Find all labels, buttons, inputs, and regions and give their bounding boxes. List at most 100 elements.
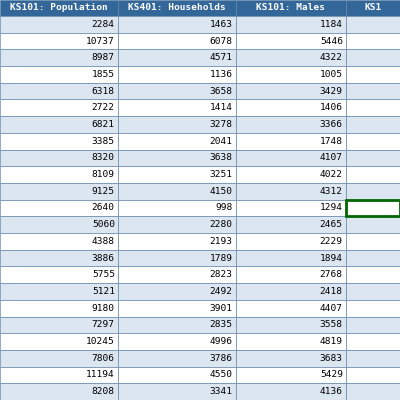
Bar xyxy=(0,367,118,383)
Bar xyxy=(346,233,400,250)
Bar xyxy=(236,66,346,83)
Bar xyxy=(118,316,236,333)
Text: 3558: 3558 xyxy=(320,320,343,329)
Text: KS401: Households: KS401: Households xyxy=(128,4,226,12)
Bar xyxy=(236,183,346,200)
Text: 10245: 10245 xyxy=(86,337,115,346)
Text: 3278: 3278 xyxy=(210,120,233,129)
Text: 2284: 2284 xyxy=(92,20,115,29)
Bar xyxy=(118,233,236,250)
Bar xyxy=(118,383,236,400)
Bar xyxy=(118,166,236,183)
Text: 1855: 1855 xyxy=(92,70,115,79)
Text: KS101: Males: KS101: Males xyxy=(256,4,326,12)
Bar xyxy=(236,150,346,166)
Bar xyxy=(0,66,118,83)
Bar xyxy=(346,66,400,83)
Bar xyxy=(0,383,118,400)
Bar xyxy=(0,49,118,66)
Bar xyxy=(118,300,236,316)
Text: 2492: 2492 xyxy=(210,287,233,296)
Bar xyxy=(0,200,118,216)
Bar xyxy=(236,233,346,250)
Text: 8987: 8987 xyxy=(92,53,115,62)
Text: KS101: Population: KS101: Population xyxy=(10,4,108,12)
Bar xyxy=(118,367,236,383)
Bar xyxy=(236,100,346,116)
Bar xyxy=(236,383,346,400)
Text: 1748: 1748 xyxy=(320,137,343,146)
Text: 4322: 4322 xyxy=(320,53,343,62)
Bar xyxy=(118,250,236,266)
Bar xyxy=(118,350,236,367)
Text: 998: 998 xyxy=(216,204,233,212)
Bar xyxy=(0,216,118,233)
Bar xyxy=(346,133,400,150)
Bar xyxy=(0,233,118,250)
Text: 11194: 11194 xyxy=(86,370,115,380)
Text: 2041: 2041 xyxy=(210,137,233,146)
Text: 2835: 2835 xyxy=(210,320,233,329)
Bar xyxy=(236,83,346,100)
Bar xyxy=(0,0,118,16)
Bar xyxy=(0,33,118,49)
Text: 1414: 1414 xyxy=(210,103,233,112)
Bar xyxy=(346,200,400,216)
Bar xyxy=(0,283,118,300)
Bar xyxy=(346,383,400,400)
Bar xyxy=(346,200,400,216)
Text: 4107: 4107 xyxy=(320,154,343,162)
Text: 6078: 6078 xyxy=(210,36,233,46)
Text: 1005: 1005 xyxy=(320,70,343,79)
Bar xyxy=(346,166,400,183)
Text: 2722: 2722 xyxy=(92,103,115,112)
Text: 4819: 4819 xyxy=(320,337,343,346)
Text: 7297: 7297 xyxy=(92,320,115,329)
Text: 6821: 6821 xyxy=(92,120,115,129)
Bar xyxy=(236,250,346,266)
Bar xyxy=(236,300,346,316)
Bar xyxy=(0,100,118,116)
Bar xyxy=(0,133,118,150)
Bar xyxy=(0,183,118,200)
Bar xyxy=(346,367,400,383)
Bar xyxy=(346,350,400,367)
Bar xyxy=(346,183,400,200)
Bar xyxy=(118,333,236,350)
Text: 9125: 9125 xyxy=(92,187,115,196)
Bar xyxy=(346,283,400,300)
Bar xyxy=(236,367,346,383)
Bar xyxy=(346,300,400,316)
Text: 7806: 7806 xyxy=(92,354,115,363)
Bar xyxy=(0,316,118,333)
Text: 2640: 2640 xyxy=(92,204,115,212)
Text: 1894: 1894 xyxy=(320,254,343,262)
Bar xyxy=(346,49,400,66)
Text: 3658: 3658 xyxy=(210,87,233,96)
Text: 2768: 2768 xyxy=(320,270,343,279)
Bar xyxy=(346,16,400,33)
Text: 5755: 5755 xyxy=(92,270,115,279)
Bar xyxy=(236,333,346,350)
Text: 2823: 2823 xyxy=(210,270,233,279)
Bar xyxy=(236,33,346,49)
Bar xyxy=(118,33,236,49)
Bar xyxy=(0,350,118,367)
Text: 8320: 8320 xyxy=(92,154,115,162)
Text: 4150: 4150 xyxy=(210,187,233,196)
Text: 3341: 3341 xyxy=(210,387,233,396)
Bar xyxy=(118,100,236,116)
Bar xyxy=(346,116,400,133)
Text: 5446: 5446 xyxy=(320,36,343,46)
Bar xyxy=(118,150,236,166)
Bar xyxy=(118,283,236,300)
Bar xyxy=(0,266,118,283)
Text: 10737: 10737 xyxy=(86,36,115,46)
Bar xyxy=(0,150,118,166)
Bar xyxy=(118,49,236,66)
Text: 8109: 8109 xyxy=(92,170,115,179)
Bar xyxy=(346,150,400,166)
Bar xyxy=(346,266,400,283)
Bar xyxy=(118,200,236,216)
Bar xyxy=(236,166,346,183)
